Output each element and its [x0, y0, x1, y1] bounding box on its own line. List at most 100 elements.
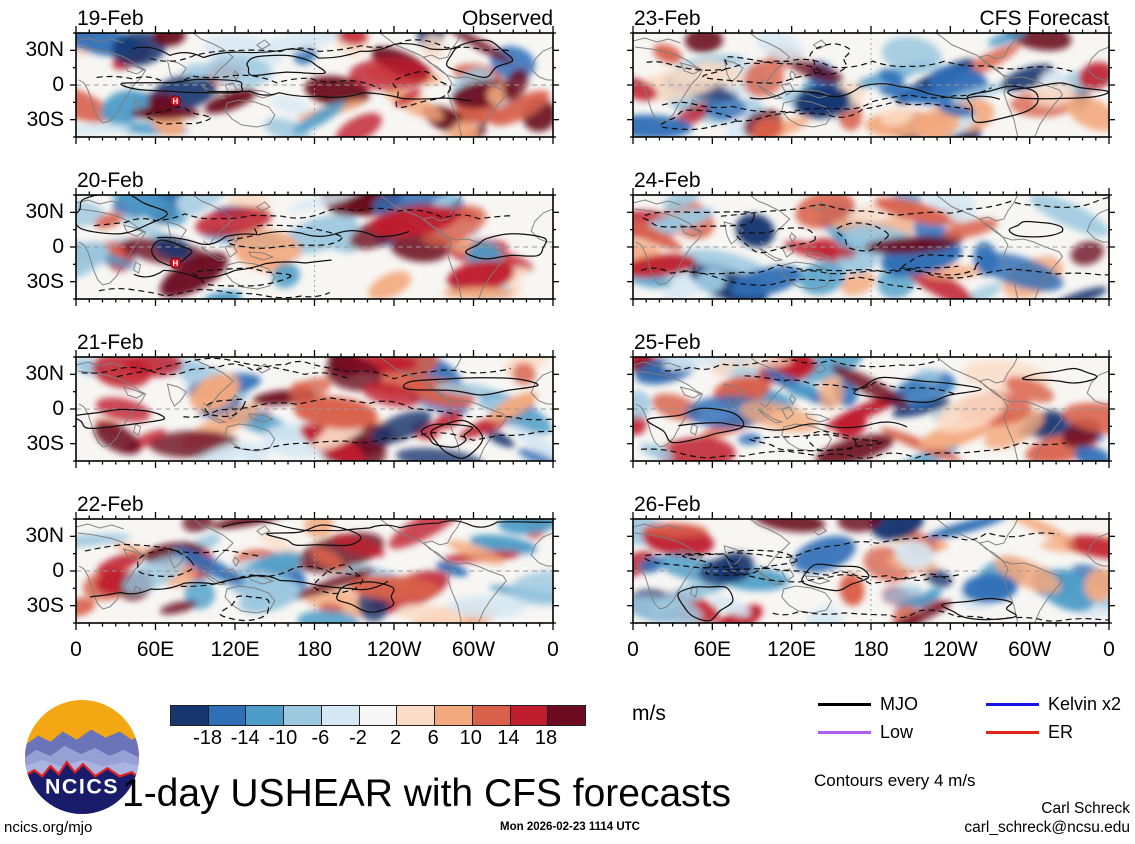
panel-header: 19-Feb Observed	[76, 6, 553, 31]
lat-tick-label: 30S	[26, 107, 64, 131]
panel-date-label: 19-Feb	[77, 7, 144, 30]
lat-tick-label: 30N	[25, 524, 64, 548]
colorbar-tick-label: 18	[534, 727, 558, 749]
lon-tick-label: 60W	[451, 638, 496, 661]
lon-tick-label: 0	[70, 638, 82, 661]
svg-text:H: H	[173, 259, 179, 268]
map-panel: 22-Feb	[70, 493, 559, 630]
colorbar-segment	[548, 706, 586, 725]
lon-tick-label: 60E	[693, 638, 732, 661]
ncics-logo: NCICS	[25, 700, 139, 814]
panel-date-label: 25-Feb	[634, 331, 701, 354]
anomaly-map	[627, 26, 1115, 144]
panel-header: 23-Feb CFS Forecast	[633, 6, 1109, 31]
lon-tick-label: 120W	[922, 638, 978, 661]
lon-tick-label: 180	[853, 638, 889, 661]
panel-date-label: 22-Feb	[77, 493, 144, 516]
colorbar-segment	[397, 706, 436, 725]
colorbar-tick-label: -18	[193, 727, 223, 749]
anomaly-map	[627, 512, 1115, 630]
colorbar-tick-label: -14	[230, 727, 260, 749]
map-panel: 25-Feb	[627, 331, 1115, 468]
lat-tick-label: 30S	[26, 269, 64, 293]
lon-tick-label: 60E	[136, 638, 175, 661]
map-panel: 23-Feb CFS Forecast	[627, 7, 1115, 144]
colorbar-segment	[208, 706, 247, 725]
map-panel: 24-Feb	[627, 169, 1115, 306]
legend-item-label: MJO	[880, 694, 918, 714]
anomaly-map	[627, 188, 1115, 306]
colorbar-tick-label: 10	[459, 727, 482, 749]
panel-date-label: 26-Feb	[634, 493, 701, 516]
tropical-cyclone-icon: H	[169, 95, 181, 107]
anomaly-map	[70, 512, 559, 630]
tropical-cyclone-icon: H	[169, 257, 181, 269]
anomaly-map: H	[70, 188, 559, 306]
map-panel: 26-Feb	[627, 493, 1115, 630]
anomaly-map: H	[70, 26, 559, 144]
panel-header: 25-Feb	[633, 330, 1109, 355]
colorbar-tick-label: -2	[349, 727, 367, 749]
panel-source-label: CFS Forecast	[979, 7, 1109, 30]
legend-line	[818, 731, 871, 734]
legend-line	[986, 731, 1039, 734]
author-name: Carl Schreck	[1041, 800, 1130, 817]
colorbar-tick-label: 2	[390, 727, 402, 749]
logo-red-ridgeline	[25, 760, 139, 780]
colorbar-segment	[435, 706, 473, 725]
colorbar-segment	[472, 706, 511, 725]
colorbar-units-label: m/s	[632, 702, 666, 725]
lon-tick-label: 0	[627, 638, 639, 661]
legend-item-label: Kelvin x2	[1048, 694, 1122, 714]
logo-front-ridge	[25, 762, 139, 814]
lat-tick-label: 30S	[26, 593, 64, 617]
map-panel: 19-Feb Observed H	[70, 7, 559, 144]
lon-tick-label: 120E	[210, 638, 260, 661]
lat-tick-label: 0	[52, 397, 64, 420]
map-panel: 21-Feb	[70, 331, 559, 468]
legend-line	[818, 703, 871, 706]
panel-date-label: 20-Feb	[77, 169, 144, 192]
logo-text: NCICS	[45, 775, 119, 799]
panel-header: 21-Feb	[76, 330, 553, 355]
lon-tick-label: 180	[296, 638, 333, 661]
anomaly-map	[627, 350, 1115, 468]
colorbar-tick-label: 6	[427, 727, 439, 749]
map-panel: 20-Feb H	[70, 169, 559, 306]
colorbar-tick-label: -6	[311, 727, 330, 749]
lat-tick-label: 30N	[25, 38, 64, 62]
legend-item-label: ER	[1048, 722, 1074, 742]
lon-tick-label: 0	[1103, 638, 1115, 661]
lat-tick-label: 0	[52, 235, 64, 258]
panel-date-label: 24-Feb	[634, 169, 701, 192]
panel-date-label: 21-Feb	[77, 331, 144, 354]
legend-line	[986, 703, 1039, 706]
contour-note: Contours every 4 m/s	[814, 771, 976, 790]
legend-item-label: Low	[880, 722, 914, 742]
lon-tick-label: 60W	[1008, 638, 1052, 661]
panel-header: 24-Feb	[633, 168, 1109, 193]
colorbar-segment	[359, 706, 398, 725]
panel-date-label: 23-Feb	[634, 7, 701, 30]
panel-header: 20-Feb	[76, 168, 553, 193]
panel-header: 26-Feb	[633, 492, 1109, 517]
lat-tick-label: 30N	[25, 200, 64, 224]
timestamp: Mon 2026-02-23 1114 UTC	[500, 821, 640, 833]
colorbar-segment	[321, 706, 360, 725]
lat-tick-label: 0	[52, 73, 64, 96]
author-email: carl_schreck@ncsu.edu	[964, 819, 1130, 836]
svg-text:H: H	[173, 97, 179, 106]
lat-tick-label: 0	[52, 559, 64, 582]
lat-tick-label: 30S	[26, 431, 64, 455]
lon-tick-label: 0	[547, 638, 559, 661]
anomaly-map	[70, 350, 559, 468]
lon-tick-label: 120E	[767, 638, 817, 661]
colorbar-segment	[510, 706, 549, 725]
colorbar-tick-label: 14	[497, 727, 520, 749]
colorbar-tick-label: -10	[268, 727, 298, 749]
site-url: ncics.org/mjo	[4, 819, 93, 836]
lat-tick-label: 30N	[25, 362, 64, 386]
colorbar-segment	[246, 706, 285, 725]
panel-header: 22-Feb	[76, 492, 553, 517]
